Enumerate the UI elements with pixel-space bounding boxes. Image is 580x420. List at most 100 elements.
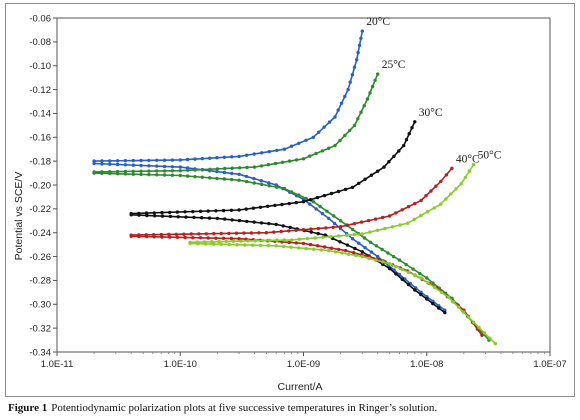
x-tick-label: 1.0E-08 (410, 359, 443, 370)
data-point-50c (419, 213, 423, 218)
data-point-20c (131, 163, 135, 167)
series-label-30c: 30°C (419, 107, 443, 119)
data-point-40c (214, 236, 218, 240)
data-point-30c (287, 201, 291, 206)
data-point-30c (245, 219, 249, 224)
data-point-20c (320, 211, 325, 216)
data-point-50c (454, 187, 458, 191)
data-point-50c (398, 223, 402, 227)
data-point-30c (425, 297, 429, 301)
data-point-40c (439, 179, 443, 184)
data-point-25c (155, 173, 159, 177)
data-point-30c (404, 138, 409, 142)
data-point-30c (357, 181, 361, 185)
data-point-40c (212, 231, 216, 236)
data-point-50c (210, 240, 214, 244)
data-point-50c (425, 210, 430, 214)
data-point-25c (368, 240, 373, 244)
data-point-40c (324, 226, 328, 230)
data-point-50c (319, 248, 323, 252)
data-point-50c (360, 232, 364, 236)
series-line-30c-cathodic (131, 214, 446, 314)
data-point-40c (316, 226, 320, 231)
data-point-20c (252, 152, 256, 156)
data-point-25c (314, 151, 318, 156)
data-point-30c (251, 206, 256, 210)
data-point-40c (167, 232, 171, 237)
data-point-50c (374, 258, 378, 262)
data-point-20c (185, 157, 190, 162)
data-point-40c (338, 225, 343, 229)
y-tick-label: -0.14 (29, 109, 51, 120)
data-point-40c (301, 228, 306, 232)
data-point-25c (411, 267, 415, 271)
data-point-50c (297, 246, 301, 250)
data-point-25c (252, 181, 256, 185)
figure-caption-label: Figure 1 (8, 402, 48, 414)
data-point-50c (419, 276, 423, 280)
data-point-50c (282, 238, 286, 242)
data-point-20c (376, 254, 380, 259)
data-point-25c (338, 219, 343, 223)
data-point-40c (413, 201, 417, 206)
data-point-40c (345, 223, 350, 227)
data-point-25c (245, 165, 249, 170)
data-point-20c (275, 148, 279, 153)
data-point-25c (374, 244, 378, 248)
data-point-30c (323, 233, 327, 237)
data-point-25c (304, 196, 308, 201)
data-point-30c (400, 277, 404, 281)
data-point-25c (318, 204, 322, 209)
data-point-30c (207, 216, 212, 220)
data-point-25c (200, 175, 204, 179)
data-point-20c (193, 157, 197, 161)
data-point-30c (387, 266, 392, 271)
data-point-25c (186, 168, 190, 172)
data-point-20c (230, 155, 234, 159)
data-point-25c (155, 169, 159, 173)
data-point-30c (267, 221, 271, 226)
data-point-20c (108, 159, 112, 163)
data-point-20c (170, 158, 175, 162)
data-point-50c (217, 239, 221, 244)
data-point-30c (229, 208, 234, 212)
data-point-25c (178, 173, 182, 178)
data-point-30c (309, 230, 313, 234)
data-point-40c (322, 245, 327, 249)
data-point-40c (198, 236, 203, 240)
x-axis-title: Current/A (278, 381, 323, 393)
data-point-20c (260, 151, 264, 155)
data-point-50c (224, 239, 228, 244)
data-point-50c (266, 243, 270, 248)
data-point-50c (305, 236, 309, 241)
data-point-30c (353, 246, 357, 251)
data-point-30c (363, 177, 367, 181)
y-tick-label: -0.16 (29, 133, 51, 144)
data-point-30c (230, 218, 234, 222)
data-point-50c (219, 242, 223, 246)
data-point-25c (362, 104, 366, 108)
polarization-chart: -0.06 -0.08 -0.10 -0.12 -0.14 -0.16 -0.18 -0.20… (13, 13, 567, 393)
data-point-25c (287, 159, 292, 163)
data-point-20c (311, 135, 315, 139)
data-point-30c (387, 160, 391, 164)
data-point-25c (333, 143, 337, 148)
data-point-50c (432, 206, 436, 210)
data-point-20c (327, 216, 331, 221)
data-point-50c (321, 235, 325, 239)
data-point-30c (376, 169, 380, 173)
data-point-40c (331, 225, 335, 229)
data-point-25c (425, 276, 429, 280)
data-point-30c (406, 282, 411, 287)
data-point-20c (350, 237, 355, 241)
data-point-30c (223, 217, 227, 221)
data-point-30c (394, 272, 398, 276)
data-point-30c (294, 200, 298, 205)
data-point-25c (311, 200, 315, 204)
data-point-40c (280, 240, 284, 244)
data-point-40c (182, 232, 186, 236)
data-point-50c (367, 256, 371, 261)
y-tick-label: -0.10 (29, 61, 51, 72)
data-point-25c (208, 167, 212, 171)
data-point-20c (208, 156, 212, 160)
